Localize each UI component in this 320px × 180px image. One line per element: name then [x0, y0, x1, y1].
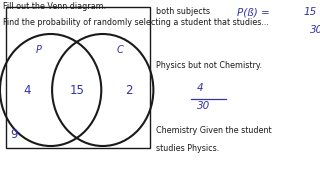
Text: P: P [36, 45, 42, 55]
Text: Find the probability of randomly selecting a student that studies...: Find the probability of randomly selecti… [3, 18, 269, 27]
Text: 15: 15 [304, 7, 317, 17]
Text: 4: 4 [24, 84, 31, 96]
Text: Physics but not Chemistry.: Physics but not Chemistry. [156, 61, 262, 70]
Text: 15: 15 [69, 84, 84, 96]
Text: 2: 2 [125, 84, 132, 96]
Text: P(ß) =: P(ß) = [237, 7, 273, 17]
Text: 4: 4 [197, 83, 204, 93]
Text: both subjects: both subjects [156, 7, 210, 16]
Bar [6, 7, 150, 148]
Text: C: C [117, 45, 124, 55]
Text: Chemistry Given the student: Chemistry Given the student [156, 126, 272, 135]
Text: 30: 30 [197, 101, 210, 111]
Text: 30: 30 [310, 25, 320, 35]
Text: 9: 9 [11, 129, 18, 141]
Text: studies Physics.: studies Physics. [156, 144, 220, 153]
Text: Fill out the Venn diagram.: Fill out the Venn diagram. [3, 2, 106, 11]
